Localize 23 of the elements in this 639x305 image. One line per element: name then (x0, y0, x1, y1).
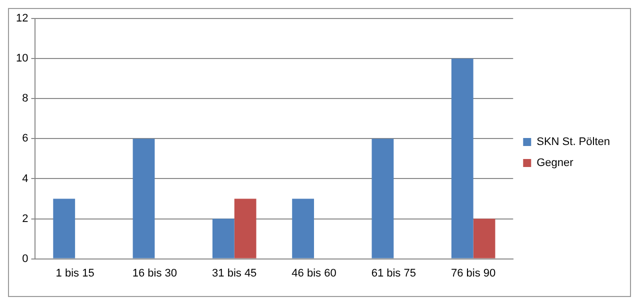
bar (53, 198, 76, 258)
legend-label: Gegner (536, 157, 574, 170)
x-tick-label: 1 bis 15 (56, 267, 94, 280)
bar (451, 58, 474, 258)
y-tick-label: 12 (16, 12, 28, 25)
bar (372, 138, 394, 258)
bar (212, 218, 234, 258)
y-tick-label: 6 (22, 132, 28, 145)
x-tick-label: 46 bis 60 (292, 267, 336, 280)
x-tick-label: 16 bis 30 (132, 267, 178, 280)
y-tick-label: 2 (22, 212, 28, 225)
x-tick-label: 31 bis 45 (212, 267, 257, 280)
y-tick-label: 0 (22, 252, 28, 265)
x-tick-label: 76 bis 90 (450, 267, 496, 280)
bar (473, 218, 496, 258)
bar (234, 198, 256, 258)
y-tick-label: 8 (22, 92, 28, 105)
y-tick-label: 4 (22, 172, 28, 185)
y-tick-label: 10 (16, 52, 28, 65)
bar (132, 138, 155, 258)
legend-label: SKN St. Pölten (536, 136, 610, 148)
bar (292, 198, 314, 258)
x-tick-label: 61 bis 75 (371, 267, 416, 280)
